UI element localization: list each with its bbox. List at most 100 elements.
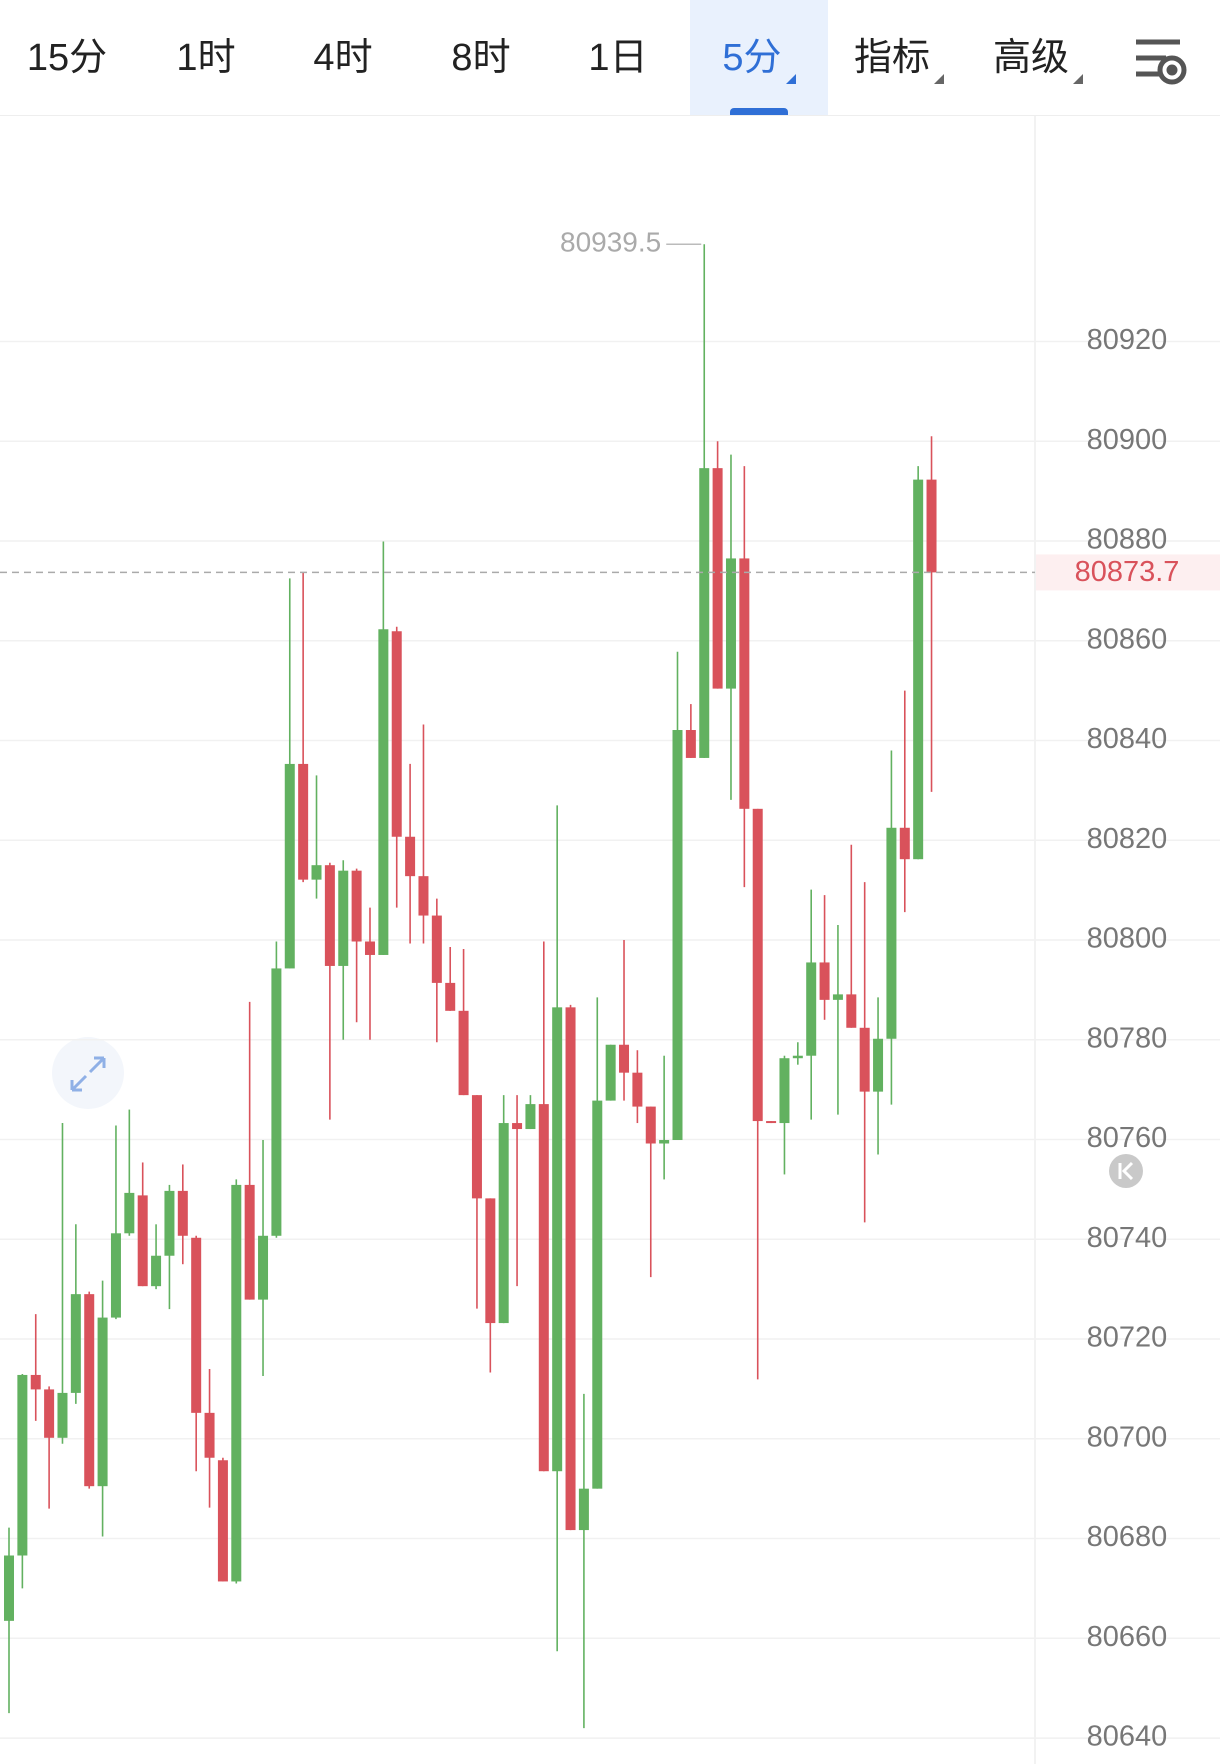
candle-body [351,870,362,942]
candle-body [17,1374,28,1556]
candle-body [619,1044,630,1073]
candle-body [217,1460,228,1582]
timeframe-tab[interactable]: 指标 [853,0,945,115]
candle-body [271,968,282,1236]
y-tick-label: 80920 [1087,324,1168,356]
candle-body [338,870,349,966]
candle-body [886,827,897,1039]
active-indicator [730,108,788,115]
candle-body [859,1027,870,1092]
candle-body [445,982,456,1011]
candle-body [258,1235,269,1300]
max-label: 80939.5 [560,227,661,258]
candle-body [124,1192,135,1234]
candle-body [177,1190,188,1236]
y-tick-label: 80780 [1087,1022,1168,1054]
tab-label: 4时 [313,37,373,79]
timeframe-tab[interactable]: 5分 [690,0,828,115]
candle-body [311,865,322,880]
dropdown-indicator [934,74,945,84]
last-price-box [1036,554,1220,591]
tab-label: 1时 [176,37,236,79]
candle-body [659,1140,670,1144]
y-tick-label: 80840 [1087,723,1168,755]
candle-body [565,1007,576,1531]
candle-body [431,915,442,983]
candle-body [110,1233,121,1318]
candle-body [364,941,375,955]
candle-body [498,1123,509,1324]
candle-body [512,1123,523,1130]
candle-body [645,1106,656,1144]
candle-body [806,962,817,1056]
candle-body [779,1058,790,1124]
candle-body [926,479,937,573]
y-tick-label: 80680 [1087,1521,1168,1553]
candle-body [458,1010,469,1096]
dropdown-indicator [1073,74,1084,84]
tab-label: 8时 [451,37,511,79]
scroll-latest-button[interactable] [1109,1154,1143,1188]
timeframe-tab[interactable]: 15分 [27,0,107,115]
y-tick-label: 80640 [1087,1721,1168,1753]
candle-body [485,1198,496,1324]
timeframe-tab[interactable]: 高级 [992,0,1084,115]
tab-label: 15分 [26,37,108,79]
timeframe-tab[interactable]: 1日 [588,0,647,115]
y-tick-label: 80900 [1087,424,1168,456]
candle-body [298,763,309,880]
y-tick-label: 80800 [1087,923,1168,955]
tab-label: 高级 [992,37,1070,79]
candle-body [672,730,683,1141]
timeframe-tab[interactable]: 1时 [176,0,235,115]
y-tick-label: 80820 [1087,823,1168,855]
candle-body [873,1038,884,1092]
candle-body [284,763,295,969]
candle-body [324,865,335,966]
candle-body [471,1095,482,1199]
candle-body [44,1389,55,1438]
tab-bar: 15分 1时 4时 8时 1日 5分 指标 高级 [0,0,1220,116]
candle-body [913,479,924,860]
candle-body [405,836,416,877]
candle-body [592,1100,603,1489]
candle-body [70,1294,81,1393]
tab-label: 指标 [853,37,931,79]
candle-body [84,1294,95,1487]
candle-body [752,808,763,1122]
y-tick-label: 80660 [1087,1621,1168,1653]
tab-label: 5分 [722,37,782,79]
settings-icon[interactable] [1136,39,1187,85]
candle-body [899,827,910,860]
candle-body [685,730,696,758]
candle-body [204,1412,215,1458]
y-tick-label: 80700 [1087,1421,1168,1453]
candle-body [137,1195,148,1287]
candle-body [792,1055,803,1059]
candle-body [699,468,710,758]
candle-body [97,1317,108,1487]
y-tick-label: 80880 [1087,524,1168,556]
candle-body [605,1044,616,1101]
y-tick-label: 80760 [1087,1122,1168,1154]
candle-body [632,1072,643,1107]
candle-body [846,994,857,1028]
candle-body [538,1104,549,1472]
candle-body [819,962,830,1000]
candle-body [725,558,736,689]
timeframe-tab[interactable]: 8时 [451,0,510,115]
y-tick-label: 80860 [1087,623,1168,655]
timeframe-tab[interactable]: 4时 [313,0,372,115]
candle-body [191,1237,202,1413]
candle-body [552,1007,563,1472]
candle-body [525,1104,536,1130]
expand-button[interactable] [52,1037,124,1109]
candle-body [391,631,402,837]
candle-body [378,629,389,955]
candle-body [578,1488,589,1531]
candle-body [739,558,750,809]
candle-body [244,1184,255,1300]
candle-body [418,876,429,916]
